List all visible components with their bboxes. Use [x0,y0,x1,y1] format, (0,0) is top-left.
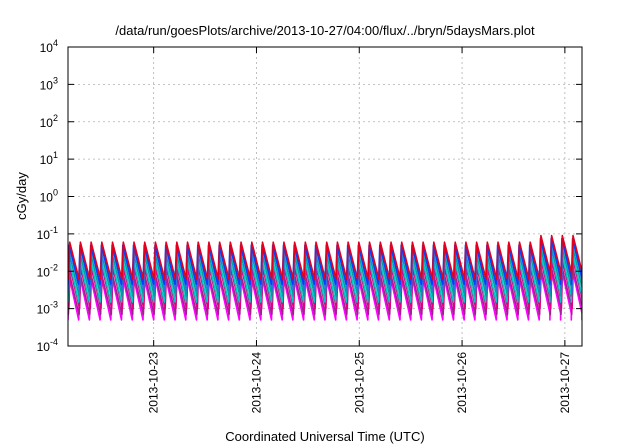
series-line [68,234,582,281]
series-line [68,237,582,285]
x-axis-label: Coordinated Universal Time (UTC) [225,429,424,444]
series-group [68,234,582,321]
x-tick-label: 2013-10-25 [352,352,366,414]
y-tick-label: 10-3 [37,300,58,317]
y-axis-label: cGy/day [14,172,29,220]
chart-title: /data/run/goesPlots/archive/2013-10-27/0… [115,23,535,38]
x-tick-label: 2013-10-24 [249,352,263,414]
y-axis: 10-4 10-3 10-2 10-1 100 101 102 103 104 [37,38,582,354]
y-tick-label: 10-1 [37,225,58,242]
x-tick-label: 2013-10-27 [558,352,572,414]
series-line [68,269,582,321]
y-tick-label: 104 [40,38,58,55]
y-tick-label: 102 [40,113,58,130]
y-tick-label: 101 [40,150,58,167]
y-tick-label: 10-4 [37,337,58,354]
y-tick-label: 103 [40,75,58,92]
x-tick-label: 2013-10-23 [147,352,161,414]
x-tick-label: 2013-10-26 [455,352,469,414]
x-axis: 2013-10-23 2013-10-24 2013-10-25 2013-10-26… [147,47,572,413]
y-tick-label: 100 [40,188,58,205]
series-line [68,252,582,303]
y-tick-label: 10-2 [37,262,58,279]
